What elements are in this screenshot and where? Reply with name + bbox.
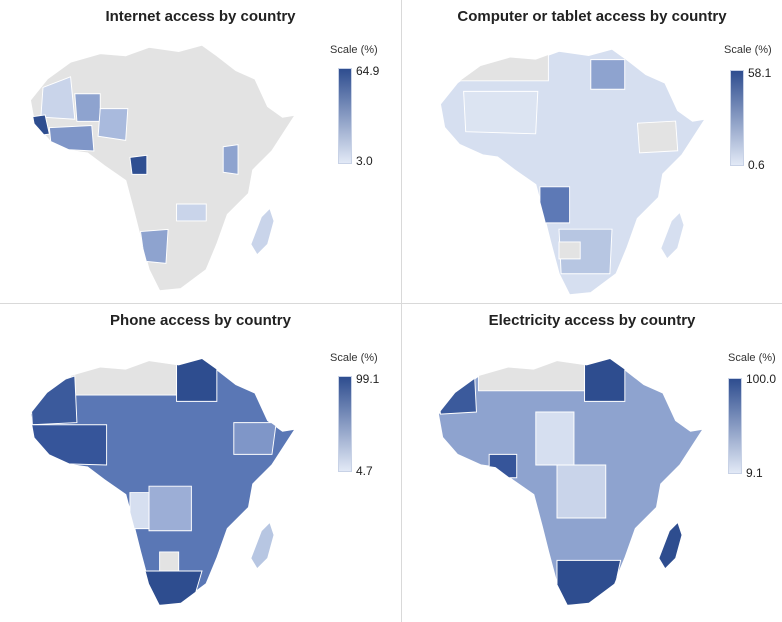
scale-min-label: 4.7 <box>356 464 373 478</box>
color-scale-bar <box>338 68 352 164</box>
scale-title: Scale (%) <box>728 352 776 364</box>
scale-max-label: 99.1 <box>356 372 380 386</box>
madagascar <box>250 521 275 570</box>
country-region <box>438 368 477 415</box>
madagascar <box>658 521 683 570</box>
map-title: Computer or tablet access by country <box>457 8 727 25</box>
africa-map <box>29 358 296 606</box>
country-region <box>159 551 180 572</box>
madagascar <box>250 207 275 256</box>
madagascar <box>660 211 685 260</box>
scale-max-label: 58.1 <box>748 66 772 80</box>
country-region <box>74 93 101 122</box>
country-region <box>590 59 626 90</box>
country-region <box>97 108 129 141</box>
country-region <box>48 125 95 152</box>
scale-max-label: 100.0 <box>746 372 777 386</box>
country-region <box>139 228 169 264</box>
country-region <box>176 203 207 222</box>
country-region <box>584 358 626 402</box>
color-scale-bar <box>730 70 744 166</box>
country-region <box>463 90 539 135</box>
country-region <box>70 358 178 396</box>
country-region <box>176 358 218 402</box>
country-region <box>30 375 78 426</box>
scale-title: Scale (%) <box>724 44 772 56</box>
color-scale-bar <box>728 378 742 474</box>
africa-map <box>29 22 296 292</box>
country-region <box>556 559 622 605</box>
country-region <box>119 22 127 41</box>
scale-min-label: 9.1 <box>746 466 763 480</box>
country-region <box>129 154 148 175</box>
country-region <box>636 120 679 154</box>
country-region <box>556 464 607 519</box>
scale-title: Scale (%) <box>330 352 378 364</box>
panel-phone-access: Phone access by country Scale (%) <box>0 304 402 622</box>
country-region <box>535 411 575 466</box>
map-title: Electricity access by country <box>488 312 696 329</box>
country-region <box>558 241 581 260</box>
map-title: Internet access by country <box>105 8 296 25</box>
scale-min-label: 3.0 <box>356 154 373 168</box>
country-region <box>488 453 518 479</box>
country-region <box>478 358 586 392</box>
color-scale-bar <box>338 376 352 472</box>
country-region <box>139 570 203 605</box>
scale-max-label: 64.9 <box>356 64 380 78</box>
country-region <box>30 424 108 466</box>
scale-min-label: 0.6 <box>748 158 765 172</box>
country-region <box>40 76 76 120</box>
country-region <box>233 422 277 455</box>
panel-internet-access: Internet access by country <box>0 0 402 304</box>
scale-title: Scale (%) <box>330 44 378 56</box>
map-title: Phone access by country <box>110 312 291 329</box>
africa-map <box>437 358 704 606</box>
country-region <box>525 28 531 45</box>
country-region <box>222 144 239 175</box>
country-region <box>148 485 192 532</box>
africa-map <box>439 28 706 296</box>
country-region <box>441 48 549 82</box>
panel-computer-access: Computer or tablet access by country Sca… <box>402 0 782 304</box>
panel-electricity-access: Electricity access by country Scale (%) … <box>402 304 782 622</box>
